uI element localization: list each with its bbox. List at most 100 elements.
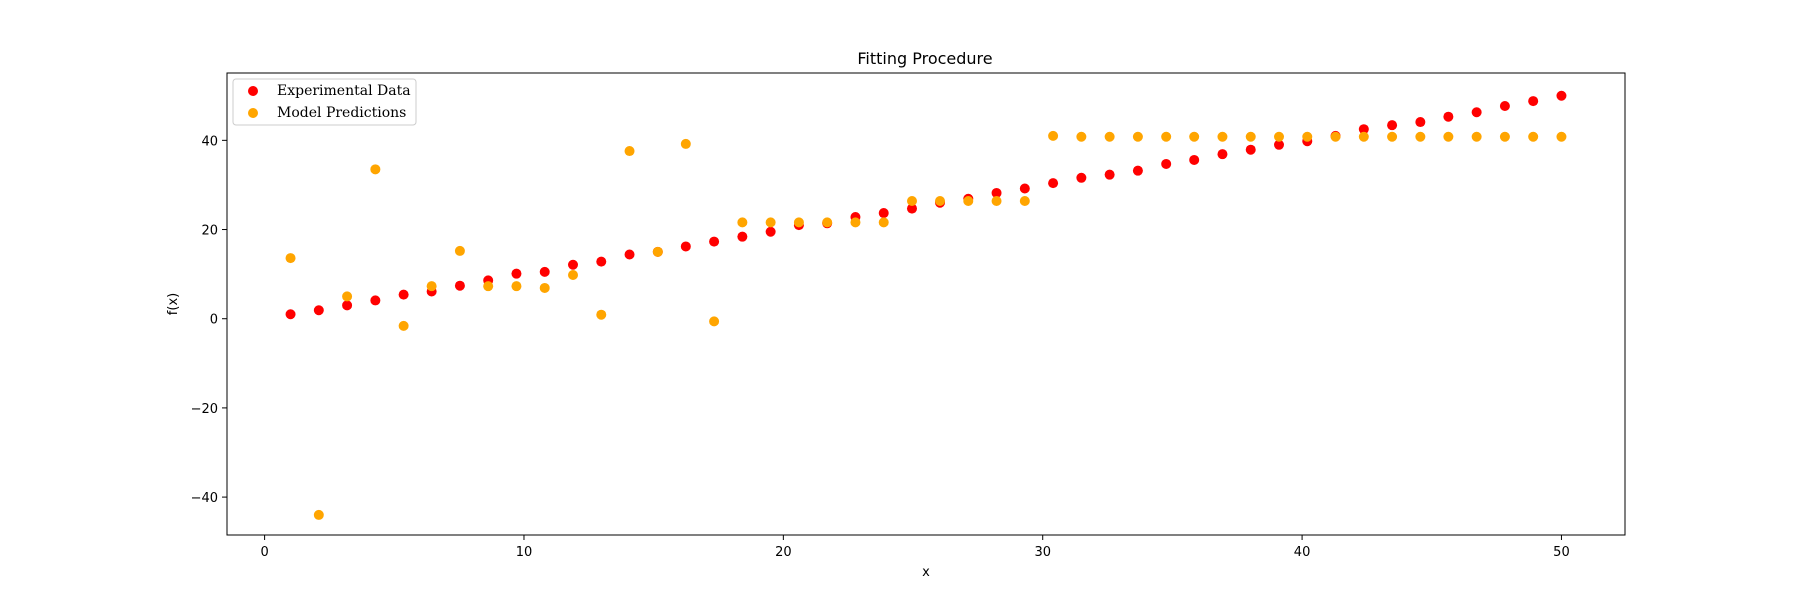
point-model-predictions-20 [850, 217, 861, 228]
point-model-predictions-12 [624, 146, 635, 157]
point-model-predictions-25 [991, 195, 1002, 206]
point-experimental-data-15 [709, 236, 720, 247]
point-experimental-data-2 [342, 300, 353, 311]
point-experimental-data-3 [370, 295, 381, 306]
point-experimental-data-28 [1076, 172, 1087, 183]
point-experimental-data-41 [1443, 111, 1454, 122]
point-model-predictions-14 [680, 138, 691, 149]
x-axis-label: x [922, 565, 930, 580]
point-experimental-data-34 [1245, 144, 1256, 155]
x-tick-label-5: 50 [1553, 545, 1570, 560]
point-model-predictions-24 [963, 195, 974, 206]
point-experimental-data-16 [737, 231, 748, 242]
legend-marker-experimental [248, 86, 258, 96]
point-model-predictions-18 [793, 217, 804, 228]
point-experimental-data-27 [1048, 178, 1059, 189]
point-experimental-data-25 [991, 187, 1002, 198]
x-tick-label-3: 30 [1034, 545, 1051, 560]
point-model-predictions-39 [1387, 131, 1398, 142]
y-tick-label-3: 20 [201, 224, 218, 239]
point-experimental-data-6 [454, 280, 465, 291]
point-experimental-data-17 [765, 226, 776, 237]
point-experimental-data-4 [398, 289, 409, 300]
point-experimental-data-38 [1358, 124, 1369, 135]
point-model-predictions-36 [1302, 131, 1313, 142]
point-model-predictions-4 [398, 320, 409, 331]
point-experimental-data-30 [1132, 165, 1143, 176]
point-model-predictions-38 [1358, 131, 1369, 142]
point-model-predictions-27 [1048, 130, 1059, 141]
point-model-predictions-5 [426, 281, 437, 292]
point-experimental-data-42 [1471, 107, 1482, 118]
point-model-predictions-45 [1556, 131, 1567, 142]
point-model-predictions-21 [878, 217, 889, 228]
point-experimental-data-8 [511, 268, 522, 279]
point-experimental-data-35 [1274, 139, 1285, 150]
legend-marker-model [248, 108, 258, 118]
x-ticks: 0 10 20 30 40 50 [260, 535, 1570, 560]
point-experimental-data-32 [1189, 154, 1200, 165]
point-experimental-data-21 [878, 208, 889, 219]
y-tick-label-4: 40 [201, 134, 218, 149]
point-model-predictions-3 [370, 164, 381, 175]
point-experimental-data-22 [906, 203, 917, 214]
y-tick-label-0: −40 [191, 491, 218, 506]
chart-title: Fitting Procedure [857, 49, 992, 68]
point-experimental-data-44 [1528, 96, 1539, 107]
point-model-predictions-28 [1076, 131, 1087, 142]
point-experimental-data-45 [1556, 90, 1567, 101]
point-model-predictions-7 [483, 281, 494, 292]
point-model-predictions-17 [765, 217, 776, 228]
legend-label-experimental: Experimental Data [277, 83, 411, 99]
point-model-predictions-32 [1189, 131, 1200, 142]
point-model-predictions-16 [737, 217, 748, 228]
point-model-predictions-26 [1019, 195, 1030, 206]
point-model-predictions-9 [539, 282, 550, 293]
point-experimental-data-12 [624, 249, 635, 260]
point-model-predictions-44 [1528, 131, 1539, 142]
legend-box [232, 78, 417, 126]
y-axis-label: f(x) [166, 293, 181, 315]
point-experimental-data-1 [313, 305, 324, 316]
point-model-predictions-13 [652, 246, 663, 257]
point-model-predictions-1 [313, 509, 324, 520]
points-layer [285, 90, 1567, 520]
point-model-predictions-11 [596, 309, 607, 320]
legend-label-model: Model Predictions [277, 105, 406, 121]
point-model-predictions-43 [1499, 131, 1510, 142]
point-experimental-data-26 [1019, 183, 1030, 194]
point-model-predictions-37 [1330, 131, 1341, 142]
point-model-predictions-29 [1104, 131, 1115, 142]
x-tick-label-4: 40 [1294, 545, 1311, 560]
y-tick-label-1: −20 [191, 402, 218, 417]
point-experimental-data-40 [1415, 117, 1426, 128]
point-model-predictions-22 [906, 195, 917, 206]
point-model-predictions-31 [1161, 131, 1172, 142]
point-model-predictions-15 [709, 316, 720, 327]
point-experimental-data-14 [680, 241, 691, 252]
point-experimental-data-43 [1499, 101, 1510, 111]
point-model-predictions-23 [935, 195, 946, 206]
point-model-predictions-0 [285, 253, 296, 264]
point-model-predictions-42 [1471, 131, 1482, 142]
point-model-predictions-6 [454, 245, 465, 256]
point-experimental-data-0 [285, 309, 296, 320]
point-model-predictions-41 [1443, 131, 1454, 142]
point-model-predictions-10 [567, 270, 578, 281]
point-experimental-data-11 [596, 256, 607, 267]
x-tick-label-0: 0 [260, 545, 268, 560]
y-ticks: −40 −20 0 20 40 [191, 134, 227, 506]
point-experimental-data-39 [1387, 120, 1398, 131]
plot-area-frame [226, 72, 1626, 536]
x-tick-label-2: 20 [775, 545, 792, 560]
point-experimental-data-29 [1104, 169, 1115, 180]
point-experimental-data-10 [567, 259, 578, 270]
point-model-predictions-8 [511, 281, 522, 292]
point-model-predictions-34 [1245, 131, 1256, 142]
point-experimental-data-9 [539, 266, 550, 277]
point-experimental-data-33 [1217, 149, 1228, 160]
point-model-predictions-35 [1274, 131, 1285, 142]
x-tick-label-1: 10 [516, 545, 533, 560]
point-model-predictions-33 [1217, 131, 1228, 142]
